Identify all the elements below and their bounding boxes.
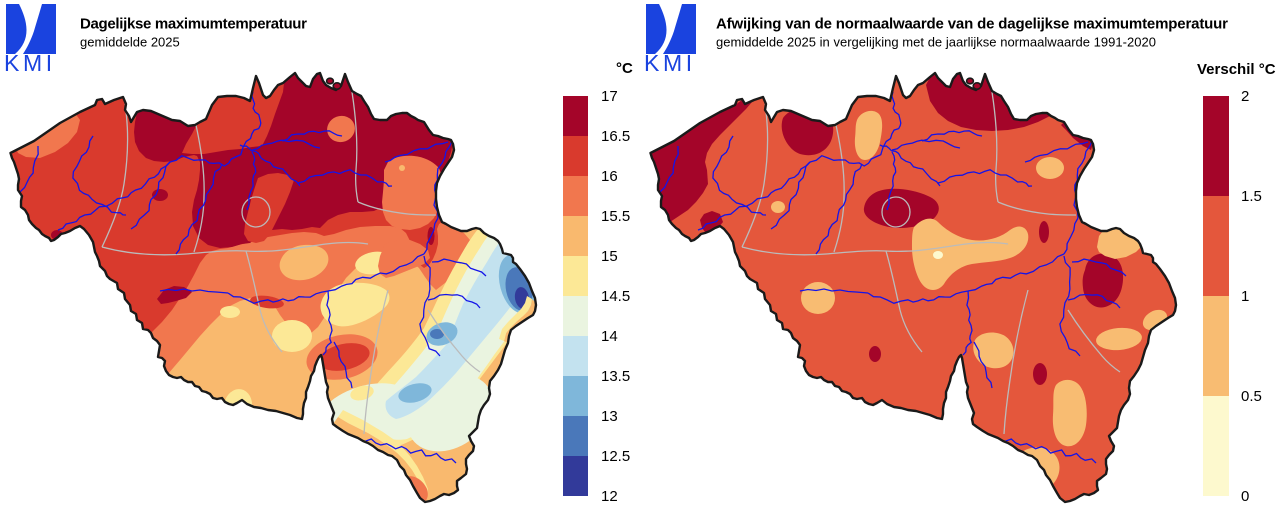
svg-text:Afwijking van de normaalwaarde: Afwijking van de normaalwaarde van de da… xyxy=(716,16,1228,33)
svg-text:14: 14 xyxy=(601,328,618,345)
svg-text:0.5: 0.5 xyxy=(1241,388,1262,405)
svg-text:12: 12 xyxy=(601,488,618,505)
svg-text:16: 16 xyxy=(601,168,618,185)
svg-text:13: 13 xyxy=(601,408,618,425)
svg-text:16.5: 16.5 xyxy=(601,128,630,145)
svg-text:KMI: KMI xyxy=(4,50,56,76)
svg-text:17: 17 xyxy=(601,88,618,105)
svg-text:15.5: 15.5 xyxy=(601,208,630,225)
svg-text:Dagelijkse maximumtemperatuur: Dagelijkse maximumtemperatuur xyxy=(80,16,307,33)
svg-text:12.5: 12.5 xyxy=(601,448,630,465)
svg-text:13.5: 13.5 xyxy=(601,368,630,385)
svg-text:15: 15 xyxy=(601,248,618,265)
svg-text:0: 0 xyxy=(1241,488,1249,505)
svg-text:gemiddelde 2025: gemiddelde 2025 xyxy=(80,35,180,50)
svg-text:°C: °C xyxy=(616,60,633,77)
svg-text:Verschil °C: Verschil °C xyxy=(1197,61,1276,78)
svg-text:1: 1 xyxy=(1241,288,1249,305)
svg-text:2: 2 xyxy=(1241,88,1249,105)
svg-text:KMI: KMI xyxy=(644,50,696,76)
svg-text:1.5: 1.5 xyxy=(1241,188,1262,205)
svg-text:gemiddelde 2025 in vergelijkin: gemiddelde 2025 in vergelijking met de j… xyxy=(716,35,1156,50)
svg-text:14.5: 14.5 xyxy=(601,288,630,305)
